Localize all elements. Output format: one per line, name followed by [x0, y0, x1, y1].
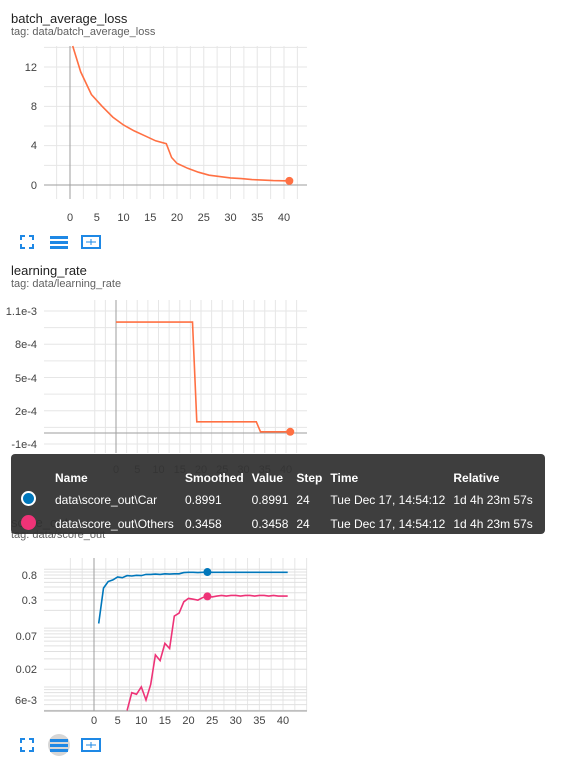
series-line: [71, 45, 290, 182]
tooltip-value: 0.3458: [251, 517, 289, 531]
series-swatch-car: [17, 487, 51, 511]
tooltip-table: Name Smoothed Value Step Time Relative d…: [17, 468, 537, 535]
chart-title-loss: batch_average_loss: [11, 11, 128, 26]
tooltip-relative: 1d 4h 23m 57s: [453, 493, 533, 507]
y-tick-label: 0.07: [16, 631, 37, 643]
y-tick-label: 12: [25, 62, 37, 74]
x-tick-label: 40: [277, 715, 289, 727]
tooltip-time: Tue Dec 17, 14:54:12: [330, 493, 446, 507]
hover-point: [286, 427, 295, 436]
x-tick-label: 15: [159, 715, 171, 727]
hover-point-others: [203, 592, 212, 601]
x-tick-label: 10: [135, 715, 147, 727]
chart-toolbar-score: [16, 734, 102, 756]
expand-chart-icon[interactable]: [80, 734, 102, 756]
tooltip-header-step: Step: [296, 471, 323, 485]
fit-domain-icon[interactable]: [16, 734, 38, 756]
y-tick-label: 2e-4: [15, 406, 37, 418]
x-tick-label: 15: [144, 212, 156, 224]
toggle-log-scale-icon[interactable]: [48, 231, 70, 253]
x-tick-label: 25: [206, 715, 218, 727]
x-tick-label: 30: [224, 212, 236, 224]
y-tick-label: 5e-4: [15, 373, 37, 385]
tooltip-header-time: Time: [330, 471, 359, 485]
y-tick-label: 0: [31, 180, 37, 192]
y-tick-label: 1.1e-3: [6, 306, 37, 318]
y-tick-label: 8e-4: [15, 339, 37, 351]
x-tick-label: 5: [115, 715, 121, 727]
tooltip-smoothed: 0.3458: [185, 517, 222, 531]
chart-tooltip: Name Smoothed Value Step Time Relative d…: [11, 454, 545, 534]
fit-domain-icon[interactable]: [16, 231, 38, 253]
tooltip-step: 24: [296, 517, 310, 531]
y-tick-label: 0.3: [22, 595, 37, 607]
x-tick-label: 30: [230, 715, 242, 727]
series-line: [116, 321, 291, 433]
tooltip-header-value: Value: [251, 471, 284, 485]
tooltip-header-name: Name: [55, 471, 88, 485]
x-tick-label: 35: [253, 715, 265, 727]
x-tick-label: 5: [94, 212, 100, 224]
toggle-log-scale-icon[interactable]: [48, 734, 70, 756]
tooltip-value: 0.8991: [251, 493, 289, 507]
hover-point-car: [203, 568, 212, 577]
y-tick-label: 4: [31, 140, 37, 152]
x-tick-label: 20: [171, 212, 183, 224]
series-swatch-others: [17, 511, 51, 535]
x-tick-label: 25: [198, 212, 210, 224]
tooltip-series-name: data\score_out\Car: [55, 493, 158, 507]
y-tick-label: 0.02: [16, 664, 37, 676]
x-tick-label: 20: [182, 715, 194, 727]
tooltip-row: data\score_out\Others 0.3458 0.3458 24 T…: [17, 511, 537, 535]
y-tick-label: 6e-3: [15, 695, 37, 707]
tooltip-relative: 1d 4h 23m 57s: [453, 517, 533, 531]
tooltip-header-swatch: [17, 468, 51, 487]
tooltip-header-smoothed: Smoothed: [185, 471, 244, 485]
chart-title-lr: learning_rate: [11, 263, 87, 278]
chart-toolbar-loss: [16, 231, 102, 253]
y-tick-label: 0.8: [22, 570, 37, 582]
x-tick-label: 0: [91, 715, 97, 727]
chart-tag-lr: tag: data/learning_rate: [11, 278, 122, 290]
expand-chart-icon[interactable]: [80, 231, 102, 253]
tooltip-row: data\score_out\Car 0.8991 0.8991 24 Tue …: [17, 487, 537, 511]
chart-tag-loss: tag: data/batch_average_loss: [11, 26, 156, 38]
x-tick-label: 10: [117, 212, 129, 224]
tooltip-smoothed: 0.8991: [185, 493, 222, 507]
x-tick-label: 35: [251, 212, 263, 224]
tooltip-step: 24: [296, 493, 310, 507]
tooltip-series-name: data\score_out\Others: [55, 517, 174, 531]
y-tick-label: 8: [31, 101, 37, 113]
y-tick-label: -1e-4: [11, 439, 37, 451]
tooltip-time: Tue Dec 17, 14:54:12: [330, 517, 446, 531]
series-line: [97, 571, 288, 624]
tooltip-header-relative: Relative: [453, 471, 500, 485]
x-tick-label: 0: [67, 212, 73, 224]
hover-point: [285, 176, 294, 185]
x-tick-label: 40: [278, 212, 290, 224]
